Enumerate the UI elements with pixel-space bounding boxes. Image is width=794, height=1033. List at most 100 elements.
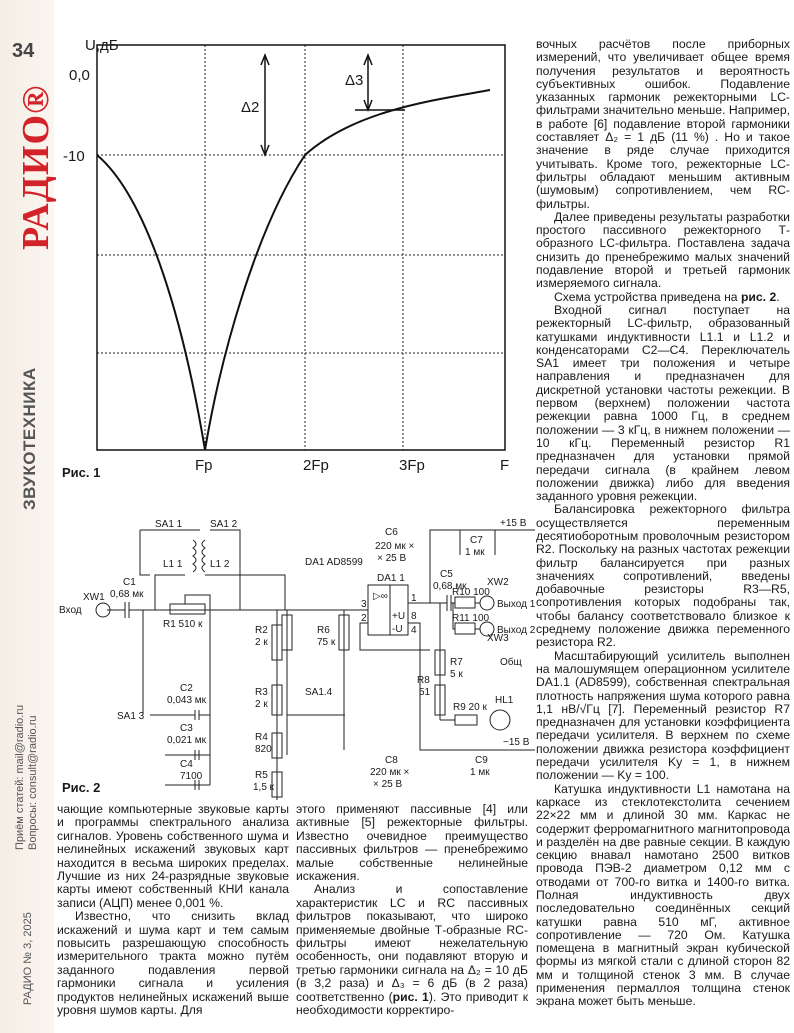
- schematic-label: R3: [255, 687, 268, 698]
- figure-ref: рис. 1: [392, 989, 429, 1004]
- schematic-label: 1 мк: [465, 547, 485, 558]
- middle-column: этого применяют пассивные [4] или активн…: [296, 802, 528, 1018]
- paragraph: Далее приведены результаты разработки пр…: [536, 209, 790, 291]
- delta2-label: Δ2: [241, 99, 259, 116]
- contacts: Приём статей: mail@radio.ru Вопросы: con…: [14, 705, 40, 850]
- figure-1-plot: U,дБ 0,0 -10 Fp 2Fp 3Fp F Δ2 Δ3: [63, 37, 509, 474]
- schematic-label: 7100: [180, 771, 203, 782]
- schematic-label: R2: [255, 625, 268, 636]
- sidebar: 34 РАДИО® ЗВУКОТЕХНИКА Приём статей: mai…: [0, 0, 57, 1033]
- response-curve: [96, 89, 491, 451]
- schematic-label: Выход 2: [497, 625, 535, 636]
- x-tick-2fp: 2Fp: [303, 457, 329, 474]
- schematic-label: 220 мк ×: [375, 541, 414, 552]
- paragraph: чающие компьютерные звуковые карты и про…: [57, 802, 289, 910]
- schematic-label: 820: [255, 744, 272, 755]
- schematic-label: SA1 1: [155, 519, 183, 530]
- schematic-label: L1 1: [163, 559, 183, 570]
- schematic-label: 5 к: [450, 669, 463, 680]
- y-axis-label: U,дБ: [85, 37, 119, 54]
- paragraph: Анализ и сопоставление характеристик LC …: [296, 883, 528, 1017]
- schematic-label: 4: [411, 625, 417, 636]
- text: ). Это приводит к необходимости корректи…: [296, 989, 529, 1018]
- schematic-label: C8: [385, 755, 398, 766]
- schematic-label: R4: [255, 732, 268, 743]
- schematic-label: 75 к: [317, 637, 336, 648]
- x-tick-3fp: 3Fp: [399, 457, 425, 474]
- schematic-label: C7: [470, 535, 483, 546]
- x-tick-fp: Fp: [195, 457, 213, 474]
- schematic-label: Выход 1: [497, 599, 535, 610]
- schematic-label: C9: [475, 755, 488, 766]
- schematic-label: 2 к: [255, 637, 268, 648]
- x-tick-f: F: [500, 457, 509, 474]
- schematic-label: XW2: [487, 577, 509, 588]
- contact-articles: Приём статей: mail@radio.ru: [14, 704, 26, 850]
- schematic-label: −15 В: [503, 737, 530, 748]
- schematic-label: × 25 В: [373, 779, 403, 790]
- paragraph: этого применяют пассивные [4] или активн…: [296, 802, 528, 884]
- right-column: вочных расчётов после приборных измерени…: [536, 37, 790, 1009]
- schematic-label: C2: [180, 683, 193, 694]
- paragraph: Балансировка режекторного фильтра осущес…: [536, 502, 790, 650]
- schematic-label: R1 510 к: [163, 619, 203, 630]
- delta3-label: Δ3: [345, 72, 363, 89]
- schematic-label: C5: [440, 569, 453, 580]
- schematic-label: +U: [392, 611, 405, 622]
- schematic-label: DA1 1: [377, 573, 405, 584]
- schematic-label: SA1 3: [117, 711, 145, 722]
- section-title: ЗВУКОТЕХНИКА: [20, 367, 39, 510]
- schematic-label: -U: [392, 624, 403, 635]
- schematic-label: 0,68 мк: [110, 589, 144, 600]
- schematic-label: DA1 AD8599: [305, 557, 363, 568]
- schematic-label: 0,021 мк: [167, 735, 207, 746]
- schematic-label: 51: [419, 687, 431, 698]
- delta2-arrow: [260, 52, 270, 158]
- schematic-label: SA1 2: [210, 519, 238, 530]
- schematic-label: XW3: [487, 633, 509, 644]
- paragraph: вочных расчётов после приборных измерени…: [536, 37, 790, 211]
- wires: [95, 529, 535, 800]
- schematic-label: HL1: [495, 695, 514, 706]
- schematic-label: 1: [411, 593, 417, 604]
- text: .: [776, 289, 780, 304]
- schematic-label: × 25 В: [377, 553, 407, 564]
- plot-frame: [96, 44, 506, 451]
- schematic-label: R8: [417, 675, 430, 686]
- schematic-label: +15 В: [500, 518, 527, 529]
- schematic-label: C1: [123, 577, 136, 588]
- magazine-logo: РАДИО®: [15, 84, 57, 250]
- schematic-label: 8: [411, 611, 417, 622]
- y-tick-0: 0,0: [69, 67, 90, 84]
- schematic-label: R11 100: [452, 613, 490, 624]
- schematic-label: 0,043 мк: [167, 695, 207, 706]
- figure-1-caption: Рис. 1: [62, 465, 101, 480]
- paragraph: Катушка индуктивности L1 намотана на кар…: [536, 781, 790, 1009]
- schematic-label: XW1: [83, 592, 105, 603]
- schematic-label: R5: [255, 770, 268, 781]
- schematic-label: R6: [317, 625, 330, 636]
- schematic-label: 3: [361, 599, 367, 610]
- schematic-label: 1 мк: [470, 767, 490, 778]
- paragraph: Известно, что снизить вклад искажений и …: [57, 909, 289, 1018]
- schematic-label: 2 к: [255, 699, 268, 710]
- schematic-label: R7: [450, 657, 463, 668]
- schematic-label: R10 100: [452, 587, 490, 598]
- text: Схема устройства приведена на: [554, 289, 741, 304]
- figure-2-caption: Рис. 2: [62, 780, 101, 795]
- schematic-label: ▷∞: [373, 591, 388, 602]
- paragraph: Масштабирующий усилитель выполнен на мал…: [536, 648, 790, 783]
- text: Анализ и сопоставление характеристик LC …: [296, 882, 528, 1004]
- paragraph: Схема устройства приведена на рис. 2.: [536, 289, 790, 304]
- schematic-label: 0,68 мк: [433, 581, 467, 592]
- contact-questions: Вопросы: consult@radio.ru: [27, 715, 39, 850]
- y-tick-minus10: -10: [63, 148, 85, 165]
- schematic-label: L1 2: [210, 559, 230, 570]
- issue-info: РАДИО № 3, 2025: [22, 912, 34, 1005]
- schematic-label: SA1.4: [305, 687, 333, 698]
- delta3-arrow: [355, 52, 405, 113]
- schematic-label: 2: [361, 613, 367, 624]
- schematic-label: 1,5 к: [253, 782, 275, 793]
- schematic-label: Вход: [59, 605, 82, 616]
